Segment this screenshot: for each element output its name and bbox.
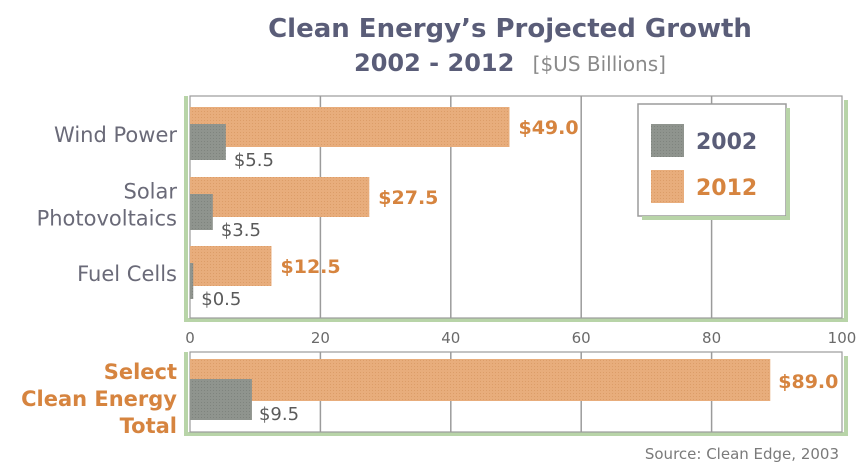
bar-2012 (190, 246, 272, 286)
legend-shadow (786, 108, 790, 220)
data-label-2002: $5.5 (234, 150, 274, 171)
category-label: Clean Energy (21, 387, 177, 411)
x-tick-label: 100 (828, 329, 857, 347)
x-tick-label: 80 (702, 329, 721, 347)
data-label-2012: $12.5 (281, 256, 341, 278)
bar-2002 (190, 194, 213, 230)
category-label: Select (104, 360, 177, 384)
data-label-2012: $49.0 (518, 117, 578, 139)
category-label: Solar (123, 180, 177, 204)
legend-label-2002: 2002 (696, 130, 757, 155)
main-panel-shadow-left (184, 96, 188, 322)
bar-2012 (190, 177, 370, 217)
chart-title: Clean Energy’s Projected Growth (268, 14, 752, 44)
main-panel-shadow-bottom (184, 318, 844, 322)
legend-swatch-2012 (651, 170, 684, 203)
subtitle-years: 2002 - 2012 (354, 49, 515, 77)
total-panel-shadow-bottom (184, 432, 844, 436)
bar-2012 (190, 359, 771, 401)
x-tick-label: 60 (572, 329, 591, 347)
category-label: Photovoltaics (37, 207, 177, 231)
category-label: Fuel Cells (77, 262, 177, 286)
subtitle-unit: [$US Billions] (532, 52, 666, 76)
data-label-2012: $27.5 (378, 187, 438, 209)
x-tick-label: 20 (311, 329, 330, 347)
category-label: Wind Power (54, 123, 177, 147)
bar-2002 (190, 124, 226, 160)
source-note: Source: Clean Edge, 2003 (644, 445, 839, 463)
category-label: Total (120, 414, 177, 438)
x-tick-label: 0 (185, 329, 195, 347)
data-label-2002: $9.5 (259, 404, 299, 425)
main-panel-shadow-right (844, 100, 848, 322)
legend-shadow (642, 216, 790, 220)
x-tick-label: 40 (441, 329, 460, 347)
data-label-2012: $89.0 (778, 371, 838, 393)
legend-label-2012: 2012 (696, 176, 757, 201)
chart-subtitle: 2002 - 2012 [$US Billions] (190, 49, 830, 77)
data-label-2002: $3.5 (221, 220, 261, 241)
total-panel-shadow-right (844, 356, 848, 436)
total-panel-shadow-left (184, 352, 188, 436)
legend-swatch-2002 (651, 124, 684, 157)
bar-2012 (190, 107, 510, 147)
bar-2002 (190, 379, 252, 420)
bar-2002 (190, 263, 194, 299)
data-label-2002: $0.5 (201, 289, 241, 310)
